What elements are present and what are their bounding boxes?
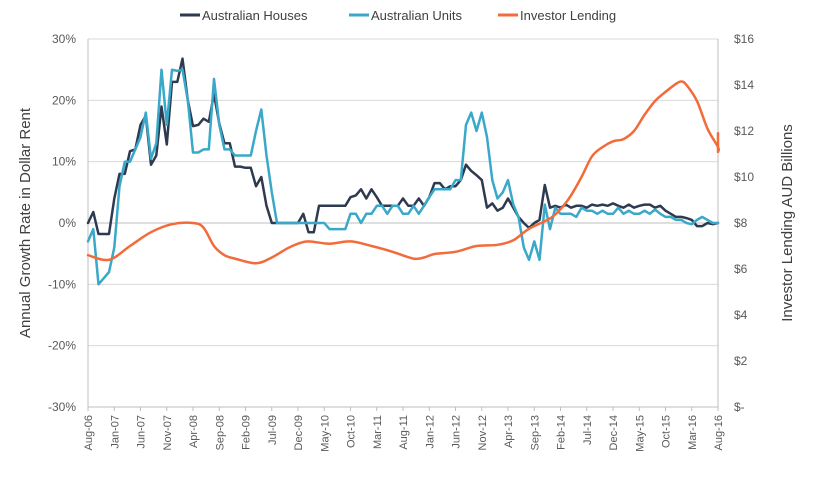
y-tick-label: -20% [48,339,76,353]
y2-tick-label: $12 [734,124,754,138]
y-tick-label: 0% [59,216,77,230]
x-tick-label: Apr-13 [503,415,515,448]
y2-tick-label: $2 [734,354,748,368]
y-tick-label: 30% [52,32,76,46]
series-line-units [86,68,720,286]
tick-labels: 30% 20% 10% 0% -10% -20% -30% $16 $14 $12 $10 $8 $6 $… [48,32,754,452]
x-tick-label: Mar-11 [372,415,384,449]
series-line-houses [86,57,720,236]
x-tick-label: Oct-15 [661,415,673,448]
x-tick-label: Jul-14 [582,415,594,445]
axes [87,39,719,411]
x-tick-label: Dec-09 [293,415,305,450]
x-tick-label: Apr-08 [188,415,200,448]
y2-tick-label: $8 [734,216,748,230]
y2-tick-label: $16 [734,32,754,46]
y-tick-label: -30% [48,400,76,414]
y2-tick-label: $4 [734,308,748,322]
series-line-lending [86,80,721,265]
legend-label-houses: Australian Houses [202,8,308,23]
x-tick-label: Nov-07 [162,415,174,450]
legend-label-units: Australian Units [371,8,463,23]
y2-tick-label: $6 [734,262,748,276]
x-tick-label: Jun-07 [136,415,148,449]
y-tick-label: 20% [52,93,76,107]
x-tick-label: Sep-08 [214,415,226,450]
x-tick-label: Feb-09 [241,415,253,450]
x-tick-label: Mar-16 [687,415,699,450]
x-tick-label: Jan-12 [424,415,436,449]
x-tick-label: Aug-16 [713,415,725,450]
x-tick-label: May-10 [319,415,331,452]
y2-tick-label: $10 [734,170,754,184]
y2-tick-label: $- [734,400,745,414]
x-tick-label: Sep-13 [529,415,541,450]
y-tick-label: -10% [48,277,76,291]
x-tick-label: May-15 [634,415,646,452]
x-tick-label: Oct-10 [346,415,358,448]
series-lines [86,57,721,286]
x-tick-label: Aug-11 [398,415,410,450]
x-tick-label: Jan-07 [109,415,121,449]
x-tick-label: Aug-06 [83,415,95,450]
x-tick-label: Jul-09 [267,415,279,445]
legend-label-lending: Investor Lending [520,8,616,23]
x-tick-label: Feb-14 [556,415,568,450]
legend: Australian Houses Australian Units Inves… [180,8,616,23]
y-axis-title-right: Investor Lending AUD Billions [779,124,796,322]
x-tick-label: Nov-12 [477,415,489,450]
x-tick-label: Dec-14 [608,415,620,450]
y-axis-title-left: Annual Growth Rate in Dollar Rent [17,107,34,338]
y-tick-label: 10% [52,155,76,169]
x-tick-label: Jun-12 [451,415,463,449]
y2-tick-label: $14 [734,78,754,92]
